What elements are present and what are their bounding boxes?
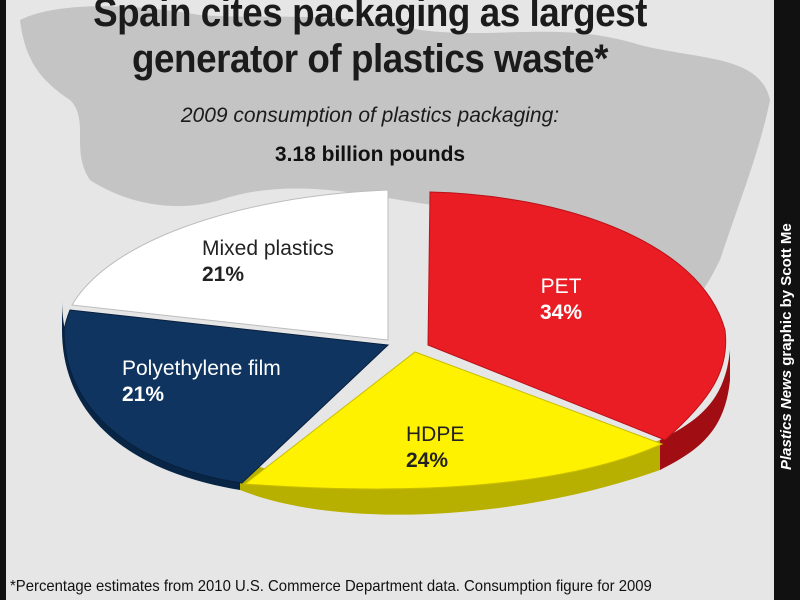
slice-side-pet <box>660 350 730 470</box>
graphic-credit: Plastics News graphic by Scott Me <box>778 223 795 470</box>
label-pet: PET 34% <box>540 275 583 324</box>
label-mixed-plastics: Mixed plastics 21% <box>202 237 334 286</box>
chart-title-line1: Spain cites packaging as largest <box>93 0 647 35</box>
label-hdpe: HDPE 24% <box>406 423 465 472</box>
chart-subtitle: 2009 consumption of plastics packaging: <box>180 104 560 127</box>
slice-side-hdpe <box>240 440 660 515</box>
label-polyethylene-film: Polyethylene film 21% <box>122 357 281 406</box>
total-consumption: 3.18 billion pounds <box>274 143 466 166</box>
left-border <box>0 0 6 600</box>
credit-bar <box>774 0 800 600</box>
slice-polyethylene-film[interactable] <box>63 309 390 484</box>
footnote: *Percentage estimates from 2010 U.S. Com… <box>10 578 652 595</box>
chart-title-line2: generator of plastics waste* <box>132 37 608 81</box>
slice-pet[interactable] <box>427 191 727 441</box>
slice-mixed-plastics[interactable] <box>71 189 389 341</box>
slice-hdpe[interactable] <box>243 351 664 490</box>
